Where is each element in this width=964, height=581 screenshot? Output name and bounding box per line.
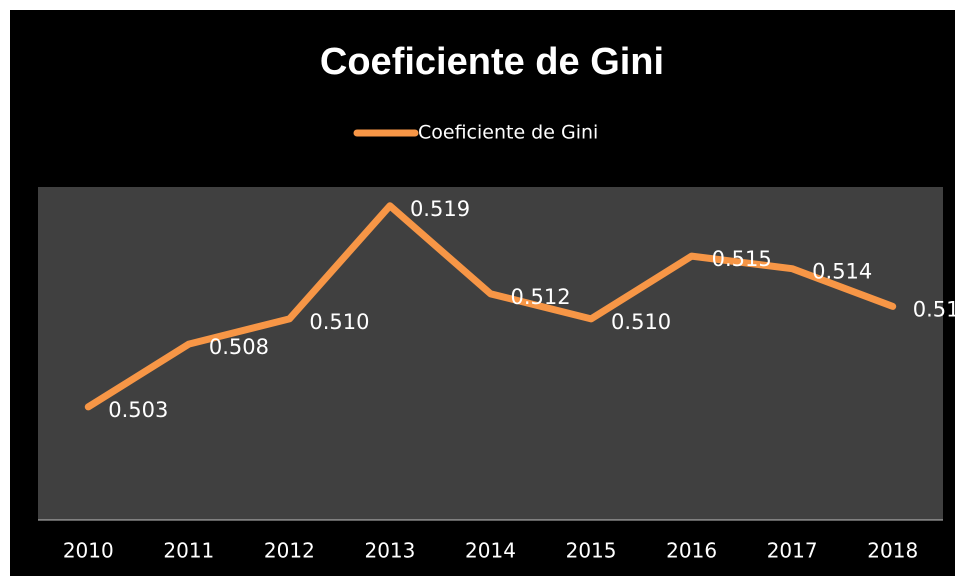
x-tick-label: 2018: [867, 539, 918, 563]
plot-area: [38, 187, 943, 520]
data-label: 0.515: [712, 247, 772, 271]
data-label: 0.510: [611, 310, 671, 334]
x-tick-label: 2010: [63, 539, 114, 563]
data-label: 0.510: [309, 310, 369, 334]
data-label: 0.503: [108, 398, 168, 422]
data-label: 0.511: [913, 297, 964, 321]
legend-label: Coeficiente de Gini: [418, 122, 598, 144]
x-tick-label: 2014: [465, 539, 516, 563]
x-tick-label: 2017: [767, 539, 818, 563]
data-label: 0.512: [511, 285, 571, 309]
data-label: 0.508: [209, 335, 269, 359]
data-label: 0.514: [812, 260, 872, 284]
data-line: [84, 202, 897, 411]
data-label: 0.519: [410, 197, 470, 221]
x-tick-label: 2013: [364, 539, 415, 563]
x-tick-label: 2011: [163, 539, 214, 563]
chart-title: Coeficiente de Gini: [320, 41, 664, 83]
x-tick-label: 2016: [666, 539, 717, 563]
x-tick-label: 2012: [264, 539, 315, 563]
x-tick-label: 2015: [566, 539, 617, 563]
